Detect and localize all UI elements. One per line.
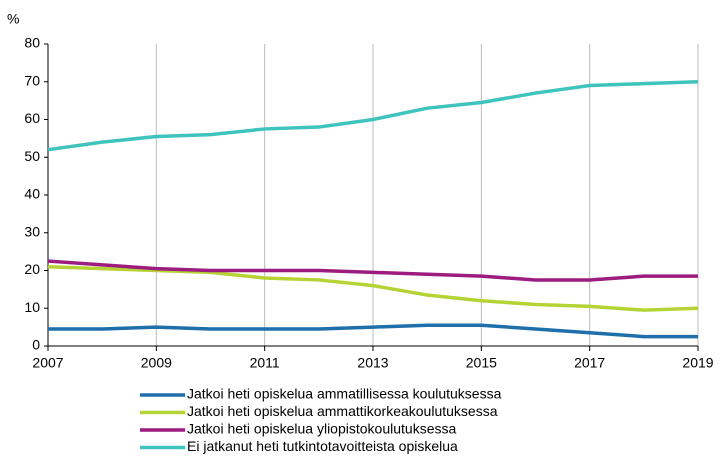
y-tick-label: 40	[24, 186, 40, 202]
x-tick-label: 2011	[250, 355, 280, 371]
x-tick-label: 2013	[357, 355, 388, 371]
line-series	[47, 259, 698, 282]
x-tick-label: 2007	[32, 355, 63, 371]
x-tick-label: 2015	[466, 355, 497, 371]
line-series	[47, 264, 699, 312]
y-tick-label: 60	[24, 110, 40, 126]
x-tick-label: 2019	[682, 355, 713, 371]
x-tick-label: 2017	[574, 355, 605, 371]
legend-label: Jatkoi heti opiskelua yliopistokoulutuks…	[187, 421, 456, 437]
legend-label: Jatkoi heti opiskelua ammatillisessa kou…	[187, 386, 502, 402]
line-series	[48, 323, 698, 339]
y-tick-label: 20	[24, 261, 40, 277]
line-series	[47, 80, 699, 152]
y-axis-label: %	[7, 11, 19, 27]
y-tick-label: 70	[24, 72, 40, 88]
y-tick-label: 0	[32, 337, 40, 353]
y-tick-label: 50	[24, 148, 40, 164]
y-tick-label: 80	[24, 35, 40, 51]
y-tick-label: 30	[24, 223, 40, 239]
y-tick-label: 10	[24, 299, 40, 315]
x-tick-label: 2009	[141, 355, 172, 371]
legend-label: Jatkoi heti opiskelua ammattikorkeakoulu…	[187, 403, 498, 419]
legend-label: Ei jatkanut heti tutkintotavoitteista op…	[187, 438, 458, 454]
